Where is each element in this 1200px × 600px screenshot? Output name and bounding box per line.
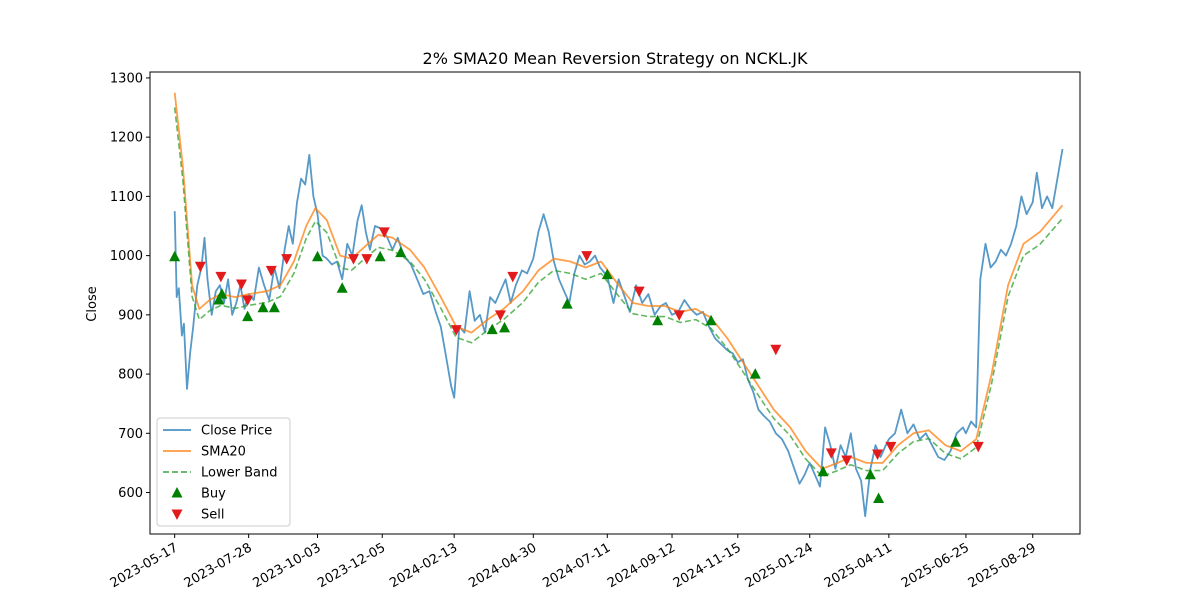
buy-marker — [950, 436, 962, 447]
y-tick-label: 1300 — [110, 71, 143, 86]
buy-marker — [257, 301, 269, 313]
y-axis: 600 700 800 900 1000 1100 1200 1300 — [110, 71, 150, 501]
sell-marker — [885, 441, 897, 453]
y-tick-label: 700 — [118, 427, 143, 442]
y-axis-label: Close — [85, 286, 100, 321]
legend-label-close-price: Close Price — [201, 424, 272, 439]
y-tick-label: 900 — [118, 308, 143, 323]
buy-marker — [652, 314, 664, 326]
buy-marker — [395, 246, 407, 258]
y-tick-label: 800 — [118, 368, 143, 383]
buy-marker — [705, 314, 717, 326]
sell-marker — [507, 271, 519, 283]
sell-marker — [872, 449, 884, 461]
sell-marker — [361, 254, 373, 265]
legend-swatch-sell — [171, 509, 183, 520]
legend-label-sell: Sell — [201, 508, 224, 523]
y-tick-label: 1000 — [110, 249, 143, 264]
sell-marker — [194, 261, 206, 273]
legend-swatch-buy — [171, 487, 183, 498]
buy-marker — [873, 492, 885, 503]
sell-marker — [633, 286, 645, 298]
sell-marker — [281, 254, 293, 265]
legend-label-lower-band: Lower Band — [201, 466, 277, 481]
y-tick-label: 1100 — [110, 190, 143, 205]
sell-marker — [673, 310, 685, 321]
sell-marker — [235, 279, 247, 291]
sell-marker — [825, 448, 837, 459]
buy-marker — [336, 282, 348, 293]
legend: Close Price SMA20 Lower Band Buy Sell — [156, 417, 291, 527]
buy-marker — [486, 323, 498, 335]
buy-marker — [312, 250, 324, 262]
sell-marker — [378, 227, 390, 238]
buy-marker — [561, 298, 573, 309]
legend-box — [156, 417, 291, 527]
y-tick-label: 1200 — [110, 131, 143, 146]
series-line-lower-band — [173, 107, 1064, 478]
series-layer — [173, 92, 1064, 518]
buy-marker — [268, 301, 280, 313]
sell-marker — [450, 325, 462, 336]
buy-marker — [169, 250, 181, 262]
sell-marker — [265, 265, 277, 277]
sell-marker — [242, 295, 254, 307]
sell-marker — [581, 251, 593, 262]
sell-marker — [347, 254, 359, 265]
buy-marker — [864, 468, 876, 480]
buy-marker — [601, 268, 613, 280]
sell-marker — [841, 455, 853, 466]
series-line-close-price — [173, 148, 1064, 518]
sell-marker — [215, 271, 227, 283]
buy-marker — [749, 368, 761, 379]
series-line-sma20 — [173, 92, 1064, 470]
sell-marker — [494, 310, 506, 321]
marker-layer — [169, 227, 984, 503]
buy-marker — [374, 250, 386, 262]
plot-frame — [149, 71, 1081, 535]
buy-marker — [216, 288, 228, 299]
buy-marker — [499, 321, 511, 333]
sell-marker — [770, 344, 782, 356]
legend-label-buy: Buy — [201, 487, 226, 502]
legend-label-sma20: SMA20 — [201, 445, 246, 460]
buy-marker — [817, 465, 829, 477]
sell-marker — [972, 441, 984, 453]
chart-title: 2% SMA20 Mean Reversion Strategy on NCKL… — [423, 49, 808, 68]
y-tick-label: 600 — [118, 486, 143, 501]
buy-marker — [242, 310, 254, 322]
buy-marker — [213, 294, 225, 305]
